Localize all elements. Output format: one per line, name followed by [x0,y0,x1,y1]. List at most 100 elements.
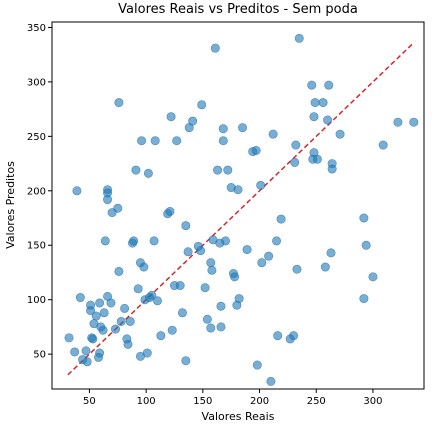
data-point [361,240,371,250]
data-point [310,98,320,108]
y-axis-label: Valores Preditos [4,161,17,249]
data-point [294,33,304,43]
data-point [91,311,101,321]
data-point [368,272,378,282]
data-point [114,266,124,276]
data-point [147,290,157,300]
data-point [221,236,231,246]
data-point [129,236,139,246]
data-point [183,247,193,257]
data-point [234,294,244,304]
data-point [324,80,334,90]
data-point [238,123,248,133]
data-point [256,180,266,190]
data-point [103,185,113,195]
data-point [95,348,105,358]
data-point [206,258,216,268]
data-point [99,308,109,318]
data-point [202,314,212,324]
data-point [257,258,267,268]
x-axis-label: Valores Reais [202,410,275,423]
data-point [95,298,105,308]
data-point [273,331,283,341]
data-point [206,323,216,333]
data-point [114,98,124,108]
data-point [335,129,345,139]
data-point [393,117,403,127]
data-point [318,98,328,108]
data-point [133,284,143,294]
data-point [137,136,147,146]
data-point [327,164,337,174]
data-point [276,214,286,224]
points-layer [64,33,419,386]
data-point [70,347,80,357]
chart-title: Valores Reais vs Preditos - Sem poda [118,2,358,17]
y-axis: 50 100 150 200 250 300 350 [27,23,52,361]
x-tick-label: 200 [250,396,269,407]
data-point [207,265,217,275]
data-point [143,168,153,178]
data-point [213,165,223,175]
y-tick-label: 250 [27,132,46,143]
x-tick-label: 300 [363,396,382,407]
x-tick-label: 250 [307,396,326,407]
data-point [196,246,206,256]
data-point [272,236,282,246]
data-point [242,245,252,255]
data-point [181,356,191,366]
data-point [218,136,228,146]
data-point [264,251,274,261]
data-point [216,301,226,311]
data-point [98,325,108,335]
data-point [113,203,123,213]
data-point [75,293,85,303]
data-point [268,129,278,139]
data-point [166,112,176,122]
data-point [116,316,126,326]
data-point [290,157,300,167]
x-tick-label: 150 [193,396,212,407]
data-point [131,165,141,175]
data-point [359,213,369,223]
x-tick-label: 100 [137,396,156,407]
y-tick-label: 200 [27,186,46,197]
data-point [216,322,226,332]
data-point [307,80,317,90]
y-tick-label: 300 [27,77,46,88]
data-point [292,264,302,274]
data-point [106,298,116,308]
data-point [289,331,299,341]
data-point [266,376,276,386]
data-point [100,236,110,246]
x-axis: 50 100 150 200 250 300 [83,389,383,407]
data-point [320,262,330,272]
data-point [172,136,182,146]
x-tick-label: 50 [83,396,96,407]
data-point [64,333,74,343]
data-point [139,262,149,272]
data-point [150,136,160,146]
data-point [81,346,91,356]
y-tick-label: 350 [27,23,46,34]
data-point [175,281,185,291]
data-point [312,154,322,164]
y-tick-label: 100 [27,295,46,306]
data-point [82,357,92,367]
data-point [86,300,96,310]
data-point [142,348,152,358]
y-tick-label: 150 [27,241,46,252]
data-point [252,360,262,370]
data-point [210,43,220,53]
data-point [125,316,135,326]
data-point [233,185,243,195]
data-point [326,248,336,258]
y-tick-label: 50 [33,350,46,361]
data-point [177,308,187,318]
data-point [156,331,166,341]
data-point [378,140,388,150]
data-point [123,339,133,349]
data-point [88,334,98,344]
data-point [359,294,369,304]
